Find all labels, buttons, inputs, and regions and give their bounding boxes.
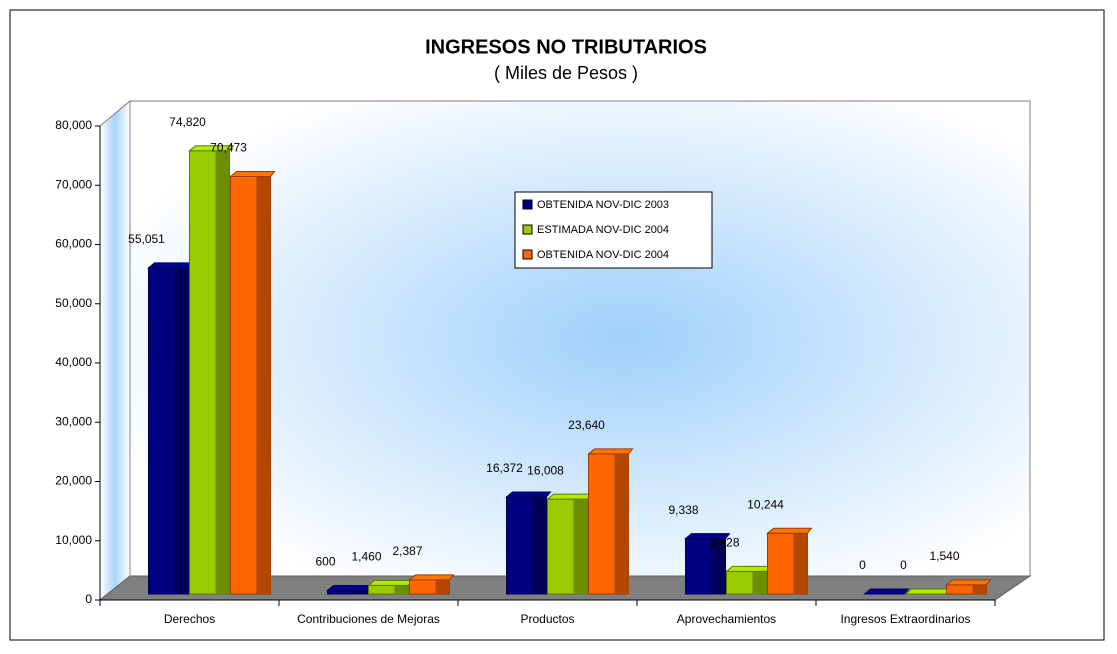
y-tick-label: 0 [85, 592, 92, 606]
value-label: 9,338 [668, 503, 698, 517]
bar-top [904, 588, 951, 595]
value-label: 1,540 [929, 549, 959, 563]
bar-top [546, 493, 593, 500]
bar-shade [174, 267, 189, 594]
bar-top [188, 145, 235, 152]
legend-swatch [522, 249, 533, 260]
side-wall [99, 99, 131, 602]
y-tick-label: 40,000 [55, 355, 92, 369]
y-tick-label: 80,000 [55, 118, 92, 132]
bar-shade [972, 584, 987, 594]
legend-swatch [522, 224, 533, 235]
legend [514, 191, 713, 269]
bar-top [229, 170, 276, 177]
bar-shade [256, 176, 271, 594]
legend-label: ESTIMADA NOV-DIC 2004 [537, 224, 669, 236]
bar-shade [353, 590, 368, 594]
bar-top [863, 588, 910, 595]
bar-top [587, 448, 634, 455]
bar-shade [614, 453, 629, 594]
value-label: 0 [900, 558, 907, 572]
legend-swatch [522, 199, 533, 210]
bar-top [147, 262, 194, 269]
x-tick-label: Ingresos Extraordinarios [840, 612, 970, 626]
bar-shade [793, 533, 808, 594]
bar-shade [711, 538, 726, 594]
x-tick-label: Contribuciones de Mejoras [297, 612, 440, 626]
value-label: 70,473 [210, 141, 247, 155]
bar-top [725, 565, 772, 572]
x-tick-label: Aprovechamientos [677, 612, 776, 626]
chart-title: INGRESOS NO TRIBUTARIOS [425, 36, 707, 58]
legend-label: OBTENIDA NOV-DIC 2004 [537, 249, 669, 261]
bar-shade [532, 496, 547, 594]
bar-top [505, 491, 552, 498]
bar-top [326, 584, 373, 591]
bar-shade [573, 499, 588, 594]
chart-subtitle: ( Miles de Pesos ) [494, 63, 638, 83]
value-label: 2,387 [392, 544, 422, 558]
value-label: 0 [859, 558, 866, 572]
bar-shade [752, 571, 767, 594]
value-label: 600 [315, 555, 335, 569]
y-tick-label: 10,000 [55, 533, 92, 547]
value-label: 23,640 [568, 418, 605, 432]
bar-top [945, 579, 992, 586]
value-label: 16,008 [527, 463, 564, 477]
value-label: 10,244 [747, 497, 784, 511]
y-tick-label: 70,000 [55, 177, 92, 191]
bar-top [766, 527, 813, 534]
y-tick-label: 30,000 [55, 414, 92, 428]
value-label: 55,051 [128, 232, 165, 246]
bar-top [408, 574, 455, 581]
value-label: 16,372 [486, 461, 523, 475]
y-tick-label: 50,000 [55, 296, 92, 310]
y-tick-label: 60,000 [55, 237, 92, 251]
value-label: 74,820 [169, 115, 206, 129]
bar-shade [394, 585, 409, 594]
value-label: 1,460 [351, 550, 381, 564]
value-label: 3,828 [709, 535, 739, 549]
x-tick-label: Derechos [164, 612, 215, 626]
y-tick-label: 20,000 [55, 474, 92, 488]
bar-top [367, 579, 414, 586]
bar-shade [435, 579, 450, 594]
x-tick-label: Productos [520, 612, 574, 626]
bar-top [684, 533, 731, 540]
legend-label: OBTENIDA NOV-DIC 2003 [537, 199, 669, 211]
bar-shade [215, 150, 230, 594]
